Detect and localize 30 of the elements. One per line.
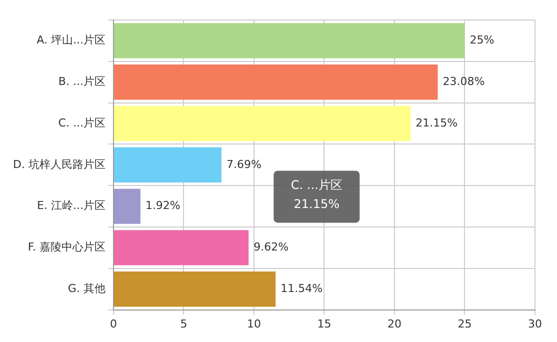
bar: [114, 23, 465, 58]
annotation: 21.15%: [294, 196, 340, 211]
y-tick-label: C. ...片区: [58, 116, 106, 130]
y-tick-label: E. 江岭...片区: [37, 199, 106, 212]
annotation: C. ...片区: [290, 178, 342, 192]
x-tick-label: 5: [180, 317, 188, 330]
data-label: 25%: [470, 34, 494, 47]
y-tick-label: G. 其他: [68, 282, 106, 295]
x-tick-label: 0: [110, 317, 117, 330]
y-tick-label: B. ...片区: [58, 74, 106, 88]
data-label: 9.62%: [254, 240, 289, 254]
data-label: 1.92%: [145, 199, 180, 212]
x-tick-label: 30: [528, 317, 542, 330]
data-label: 11.54%: [280, 282, 323, 295]
bar: [114, 147, 222, 182]
x-tick-label: 20: [387, 317, 402, 330]
bar: [114, 230, 249, 266]
bar: [114, 272, 276, 307]
y-tick-label: A. 坪山...片区: [36, 34, 106, 47]
x-tick-label: 15: [317, 317, 332, 330]
data-label: 7.69%: [226, 158, 262, 171]
bar: [114, 64, 438, 100]
bar: [114, 188, 140, 224]
y-tick-label: F. 嘉陵中心片区: [28, 240, 106, 254]
y-tick-label: D. 坑梓人民路片区: [12, 158, 106, 171]
x-tick-label: 10: [246, 317, 261, 330]
data-label: 21.15%: [416, 116, 458, 130]
data-label: 23.08%: [442, 74, 485, 88]
x-tick-label: 25: [458, 317, 472, 330]
bar: [114, 106, 411, 142]
